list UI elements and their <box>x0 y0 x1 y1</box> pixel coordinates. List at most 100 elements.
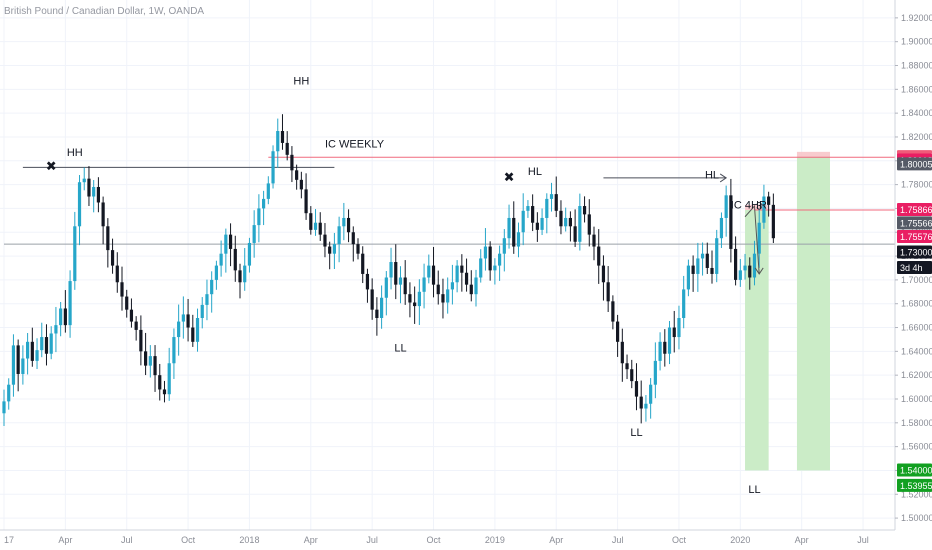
candle-body <box>162 389 167 395</box>
candle-body <box>238 270 242 283</box>
candle-body <box>549 194 554 199</box>
candle-body <box>479 258 483 278</box>
candle-body <box>748 265 752 278</box>
candle-body <box>11 345 16 385</box>
candle-body <box>295 170 299 180</box>
candle-body <box>210 279 214 295</box>
candle-body <box>7 384 11 402</box>
candle-body <box>526 206 530 211</box>
candle-body <box>120 282 124 297</box>
candle-body <box>446 289 450 303</box>
candle-body <box>710 267 714 274</box>
candle-body <box>351 232 355 245</box>
candle-body <box>30 341 34 361</box>
price-tick-label: 1.84000 <box>901 108 932 118</box>
candle-body <box>280 131 285 143</box>
candle-body <box>276 131 280 152</box>
time-tick-label: Oct <box>427 535 442 545</box>
price-tick-label: 1.64000 <box>901 346 932 356</box>
candle-body <box>129 309 134 322</box>
candle-body <box>356 244 360 254</box>
candle-body <box>705 253 709 268</box>
time-tick-label: Oct <box>672 535 687 545</box>
candle-body <box>540 217 544 230</box>
candle-body <box>153 356 157 376</box>
candle-body <box>271 151 275 184</box>
candle-body <box>521 210 525 233</box>
candle-body <box>96 186 100 203</box>
stop-zone <box>796 151 830 158</box>
price-badge <box>897 157 932 171</box>
candle-body <box>734 248 738 280</box>
candle-body <box>474 277 478 295</box>
annotation-label: HH <box>67 147 83 159</box>
candle-body <box>450 282 454 290</box>
annotation-label: IC 4HR <box>731 199 767 211</box>
price-tick-label: 1.92000 <box>901 13 932 23</box>
candle-body <box>564 217 568 227</box>
annotation-label: HH <box>293 76 309 88</box>
candle-body <box>191 327 195 342</box>
candle-body <box>144 351 148 366</box>
candle-body <box>413 302 417 307</box>
price-badge <box>897 478 932 492</box>
time-tick-label: 2018 <box>239 535 259 545</box>
time-tick-label: 2019 <box>485 535 505 545</box>
candle-body <box>620 341 624 364</box>
candle-body <box>516 232 521 247</box>
time-tick-label: Apr <box>549 535 563 545</box>
candle-body <box>455 265 459 283</box>
time-tick-label: Jul <box>121 535 133 545</box>
candle-body <box>299 179 303 190</box>
candle-body <box>106 226 110 251</box>
candle-body <box>186 314 190 328</box>
candle-body <box>92 186 96 197</box>
candle-body <box>667 327 672 354</box>
candle-body <box>611 301 615 322</box>
candle-body <box>587 214 591 235</box>
candle-body <box>228 234 233 249</box>
candle-body <box>337 226 341 245</box>
candle-body <box>181 314 185 322</box>
candle-body <box>417 291 421 307</box>
annotation-label: LL <box>394 342 406 354</box>
candle-body <box>125 296 129 310</box>
candle-body <box>738 270 742 280</box>
candle-body <box>762 196 766 223</box>
candle-body <box>365 273 370 290</box>
time-tick-label: Apr <box>304 535 318 545</box>
candle-body <box>691 265 695 274</box>
candle-body <box>63 308 67 326</box>
candle-body <box>653 360 657 385</box>
candle-body <box>361 253 365 274</box>
price-badge-label: 1.75576 <box>900 232 932 242</box>
candle-body <box>26 341 30 359</box>
candle-body <box>323 234 327 247</box>
candle-body <box>115 265 119 283</box>
stop-zone <box>745 204 769 210</box>
candle-body <box>318 222 322 235</box>
candle-body <box>195 318 200 342</box>
candle-body <box>498 253 502 266</box>
candle-body <box>35 350 39 361</box>
price-badge <box>897 203 932 217</box>
candle-body <box>601 265 606 283</box>
time-tick-label: Jul <box>366 535 378 545</box>
time-tick-label: Jul <box>857 535 869 545</box>
price-tick-label: 1.56000 <box>901 442 932 452</box>
candle-body <box>469 284 473 295</box>
price-badge-label: 3d 4h <box>900 263 923 273</box>
candle-body <box>488 246 492 271</box>
candle-body <box>59 308 63 326</box>
price-tick-label: 1.52000 <box>901 489 932 499</box>
price-badge <box>897 463 932 477</box>
candle-body <box>290 154 294 171</box>
price-badge <box>897 216 932 230</box>
candle-body <box>630 369 634 382</box>
candle-body <box>743 265 747 271</box>
candle-body <box>592 234 596 247</box>
candle-body <box>686 265 690 290</box>
price-badge-label: 1.53955 <box>900 481 932 491</box>
candle-body <box>304 189 308 214</box>
candle-body <box>729 195 733 249</box>
